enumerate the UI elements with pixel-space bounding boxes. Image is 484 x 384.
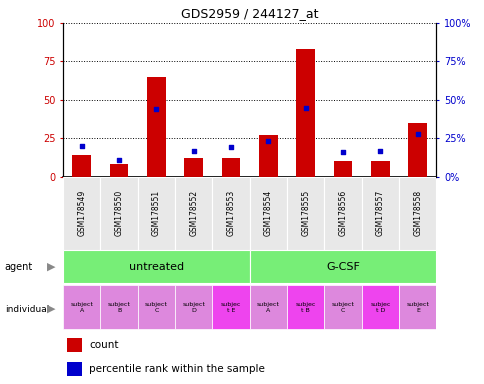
- Text: subject
D: subject D: [182, 302, 205, 313]
- Bar: [175, 285, 212, 329]
- Point: [301, 104, 309, 111]
- Point: [338, 149, 346, 155]
- Bar: [67, 362, 81, 376]
- Text: GSM178556: GSM178556: [338, 190, 347, 236]
- Bar: [100, 285, 137, 329]
- Bar: [324, 285, 361, 329]
- Text: GSM178550: GSM178550: [114, 190, 123, 236]
- Bar: [212, 177, 249, 250]
- Text: untreated: untreated: [129, 262, 183, 272]
- Bar: [249, 250, 436, 283]
- Bar: [287, 285, 324, 329]
- Text: ▶: ▶: [46, 262, 55, 272]
- Text: GSM178549: GSM178549: [77, 190, 86, 236]
- Text: subjec
t B: subjec t B: [295, 302, 316, 313]
- Text: subject
B: subject B: [107, 302, 130, 313]
- Point: [189, 147, 197, 154]
- Bar: [361, 177, 398, 250]
- Bar: [63, 177, 100, 250]
- Text: subject
A: subject A: [257, 302, 279, 313]
- Bar: [147, 77, 166, 177]
- Text: agent: agent: [5, 262, 33, 272]
- Bar: [249, 177, 287, 250]
- Bar: [137, 177, 175, 250]
- Text: count: count: [89, 340, 119, 350]
- Text: subject
C: subject C: [331, 302, 354, 313]
- Text: GSM178553: GSM178553: [226, 190, 235, 236]
- Bar: [287, 177, 324, 250]
- Bar: [296, 49, 315, 177]
- Bar: [324, 177, 361, 250]
- Point: [227, 144, 234, 151]
- Bar: [100, 177, 137, 250]
- Text: subjec
t E: subjec t E: [220, 302, 241, 313]
- Text: subject
E: subject E: [406, 302, 428, 313]
- Point: [115, 157, 122, 163]
- Bar: [361, 285, 398, 329]
- Point: [264, 138, 272, 144]
- Text: percentile rank within the sample: percentile rank within the sample: [89, 364, 265, 374]
- Text: ▶: ▶: [46, 304, 55, 314]
- Bar: [258, 135, 277, 177]
- Bar: [109, 164, 128, 177]
- Bar: [175, 177, 212, 250]
- Bar: [72, 155, 91, 177]
- Bar: [249, 285, 287, 329]
- Bar: [67, 338, 81, 352]
- Bar: [408, 123, 426, 177]
- Text: GSM178558: GSM178558: [412, 190, 422, 236]
- Text: subjec
t D: subjec t D: [369, 302, 390, 313]
- Text: GSM178554: GSM178554: [263, 190, 272, 236]
- Bar: [137, 285, 175, 329]
- Point: [152, 106, 160, 112]
- Text: subject
A: subject A: [70, 302, 93, 313]
- Bar: [63, 250, 249, 283]
- Bar: [333, 161, 352, 177]
- Bar: [398, 285, 436, 329]
- Text: GSM178555: GSM178555: [301, 190, 310, 236]
- Title: GDS2959 / 244127_at: GDS2959 / 244127_at: [181, 7, 318, 20]
- Bar: [370, 161, 389, 177]
- Text: GSM178552: GSM178552: [189, 190, 198, 236]
- Text: subject
C: subject C: [145, 302, 167, 313]
- Bar: [212, 285, 249, 329]
- Bar: [221, 158, 240, 177]
- Text: individual: individual: [5, 305, 49, 314]
- Bar: [63, 285, 100, 329]
- Text: G-CSF: G-CSF: [326, 262, 359, 272]
- Text: GSM178557: GSM178557: [375, 190, 384, 236]
- Bar: [184, 158, 203, 177]
- Point: [376, 147, 383, 154]
- Point: [77, 143, 85, 149]
- Bar: [398, 177, 436, 250]
- Point: [413, 131, 421, 137]
- Text: GSM178551: GSM178551: [151, 190, 161, 236]
